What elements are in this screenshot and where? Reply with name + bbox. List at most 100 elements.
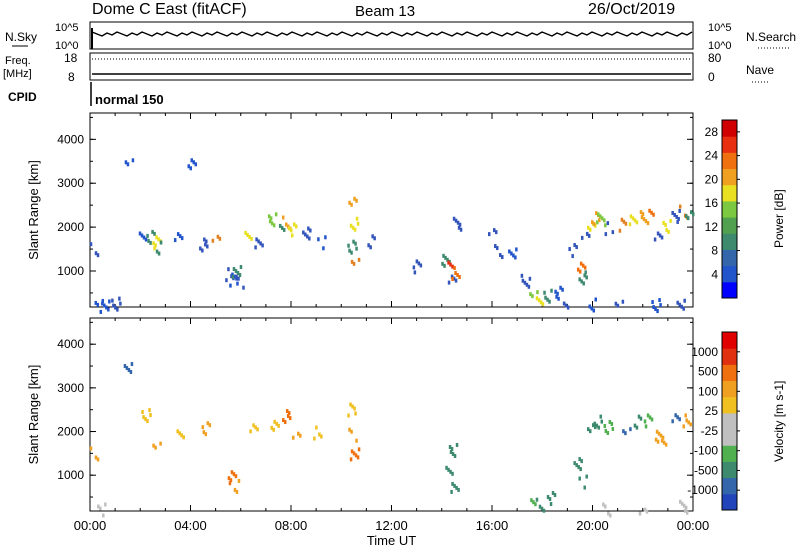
data-cell bbox=[176, 429, 185, 440]
colorbar-frame bbox=[721, 119, 738, 299]
data-cell bbox=[124, 158, 135, 167]
data-cell bbox=[530, 498, 537, 507]
data-cell bbox=[350, 257, 361, 266]
colorbar-tick-label: 28 bbox=[705, 125, 719, 139]
data-cell bbox=[249, 423, 259, 434]
data-cell bbox=[152, 441, 162, 450]
colorbar-segment bbox=[722, 477, 737, 495]
data-cell bbox=[535, 296, 545, 307]
y-axis-label: Slant Range [km] bbox=[26, 365, 41, 465]
data-cell bbox=[270, 419, 280, 432]
colorbar-tick-label: 25 bbox=[705, 404, 719, 418]
colorbar-segment bbox=[722, 461, 737, 479]
data-cell bbox=[618, 217, 628, 233]
colorbar-segment bbox=[722, 281, 737, 299]
data-cell bbox=[568, 243, 578, 259]
freq-panel bbox=[89, 52, 694, 81]
colorbar-tick-label: 1000 bbox=[691, 345, 718, 359]
colorbar-segment bbox=[722, 152, 737, 170]
data-cell bbox=[233, 478, 241, 494]
data-cell bbox=[535, 497, 546, 513]
nsky-label: N.Sky bbox=[5, 30, 37, 44]
nsky-trace-line bbox=[91, 30, 693, 37]
colorbar-segment bbox=[722, 136, 737, 153]
x-tick-label: 16:00 bbox=[476, 518, 509, 533]
data-cell bbox=[97, 502, 107, 518]
station-title: Dome C East (fitACF) bbox=[92, 1, 247, 18]
colorbar-segment bbox=[722, 200, 737, 218]
colorbar-tick-label: 8 bbox=[711, 244, 718, 258]
data-cell bbox=[288, 222, 298, 238]
colorbar-segment bbox=[722, 429, 737, 446]
nsearch-label: N.Search bbox=[746, 30, 796, 44]
data-cell bbox=[520, 273, 532, 289]
data-cell bbox=[445, 465, 454, 476]
velocity-colorbar-label: Velocity [m s-1] bbox=[772, 381, 786, 462]
data-cell bbox=[450, 481, 460, 494]
x-tick-label: 20:00 bbox=[576, 518, 609, 533]
data-cell bbox=[347, 239, 358, 255]
freq-tick-bottom: 8 bbox=[68, 70, 75, 84]
y-tick-label: 3000 bbox=[57, 176, 84, 190]
data-cell bbox=[313, 425, 323, 441]
x-tick-label: 00:00 bbox=[74, 518, 107, 533]
data-cell bbox=[508, 247, 518, 260]
velocity-panel: 1000 2000 3000 4000 00:00 04:00 08:00 12:00 16:0… bbox=[26, 317, 740, 548]
y-tick-label: 4000 bbox=[57, 132, 84, 146]
data-cell bbox=[231, 265, 243, 280]
colorbar-segment bbox=[722, 249, 737, 267]
data-cell bbox=[267, 212, 278, 228]
colorbar-segment bbox=[722, 412, 737, 430]
data-cell bbox=[349, 216, 360, 232]
data-cell bbox=[412, 259, 423, 275]
data-cell bbox=[155, 240, 163, 256]
colorbar-tick-label: 12 bbox=[705, 220, 719, 234]
data-cell bbox=[602, 502, 612, 518]
data-cell bbox=[653, 231, 664, 242]
data-cell bbox=[254, 237, 264, 250]
colorbar-tick-label: -100 bbox=[694, 444, 718, 458]
data-cell bbox=[678, 499, 689, 515]
data-cell bbox=[633, 414, 643, 430]
nave-label: Nave bbox=[746, 63, 774, 77]
data-cell bbox=[671, 208, 681, 224]
nsky-tick-top: 10^5 bbox=[55, 22, 79, 34]
data-cell bbox=[638, 507, 649, 516]
data-cell bbox=[603, 419, 615, 435]
data-cell bbox=[529, 290, 539, 299]
data-cell bbox=[447, 274, 458, 285]
x-tick-label: 00:00 bbox=[677, 518, 710, 533]
nsky-panel bbox=[89, 21, 694, 50]
data-cell bbox=[94, 298, 105, 314]
cpid-label: CPID bbox=[8, 90, 37, 104]
colorbar-tick-label: -500 bbox=[694, 463, 718, 477]
freq-label-line2: [MHz] bbox=[3, 68, 32, 80]
colorbar-segment bbox=[722, 348, 737, 365]
data-cell bbox=[573, 457, 583, 472]
nsearch-tick-top: 10^5 bbox=[708, 22, 732, 34]
data-cell bbox=[302, 226, 312, 241]
data-cell bbox=[651, 298, 662, 314]
y-tick-label: 2000 bbox=[57, 220, 84, 234]
data-cell bbox=[448, 442, 459, 458]
data-cell bbox=[349, 447, 361, 462]
colorbar-tick-label: -25 bbox=[701, 424, 719, 438]
data-cell bbox=[576, 261, 587, 274]
data-cell bbox=[173, 232, 184, 243]
data-cell bbox=[648, 208, 655, 217]
nsearch-tick-bottom: 10^0 bbox=[708, 40, 732, 52]
colorbar-segment bbox=[722, 233, 737, 250]
data-cell bbox=[89, 242, 100, 258]
nave-tick-top: 80 bbox=[708, 51, 722, 65]
plot-frame bbox=[89, 317, 694, 512]
data-cell bbox=[578, 270, 588, 286]
data-cell bbox=[89, 446, 100, 462]
data-cell bbox=[622, 427, 632, 436]
data-cell bbox=[684, 210, 695, 221]
data-cell bbox=[494, 244, 504, 260]
y-tick-label: 4000 bbox=[57, 337, 84, 351]
power-panel: 1000 2000 3000 4000 Slant Range [km] 4 8 12 16 20… bbox=[26, 112, 740, 314]
data-cell bbox=[347, 402, 357, 418]
data-cell bbox=[201, 421, 212, 437]
